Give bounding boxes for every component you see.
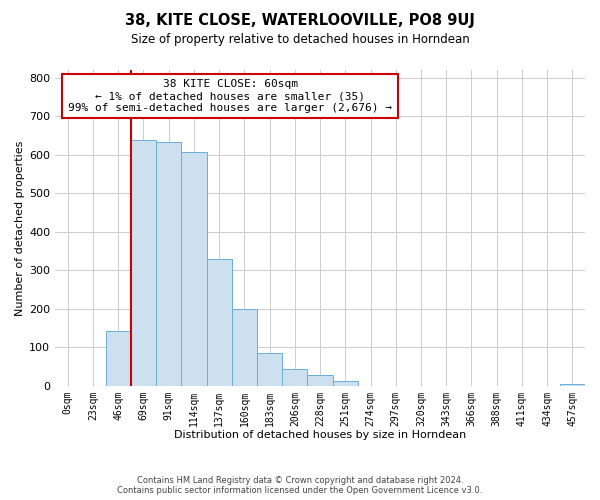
Bar	[156, 142, 181, 386]
X-axis label: Distribution of detached houses by size in Horndean: Distribution of detached houses by size …	[174, 430, 466, 440]
Bar	[332, 381, 358, 386]
Bar	[106, 330, 131, 386]
Text: 38 KITE CLOSE: 60sqm
← 1% of detached houses are smaller (35)
99% of semi-detach: 38 KITE CLOSE: 60sqm ← 1% of detached ho…	[68, 80, 392, 112]
Bar	[131, 140, 156, 386]
Bar	[257, 353, 282, 386]
Bar	[282, 369, 307, 386]
Bar	[560, 384, 585, 386]
Y-axis label: Number of detached properties: Number of detached properties	[15, 140, 25, 316]
Bar	[232, 308, 257, 386]
Bar	[206, 258, 232, 386]
Bar	[307, 376, 332, 386]
Text: Size of property relative to detached houses in Horndean: Size of property relative to detached ho…	[131, 32, 469, 46]
Text: Contains HM Land Registry data © Crown copyright and database right 2024.
Contai: Contains HM Land Registry data © Crown c…	[118, 476, 482, 495]
Bar	[181, 152, 206, 386]
Text: 38, KITE CLOSE, WATERLOOVILLE, PO8 9UJ: 38, KITE CLOSE, WATERLOOVILLE, PO8 9UJ	[125, 12, 475, 28]
